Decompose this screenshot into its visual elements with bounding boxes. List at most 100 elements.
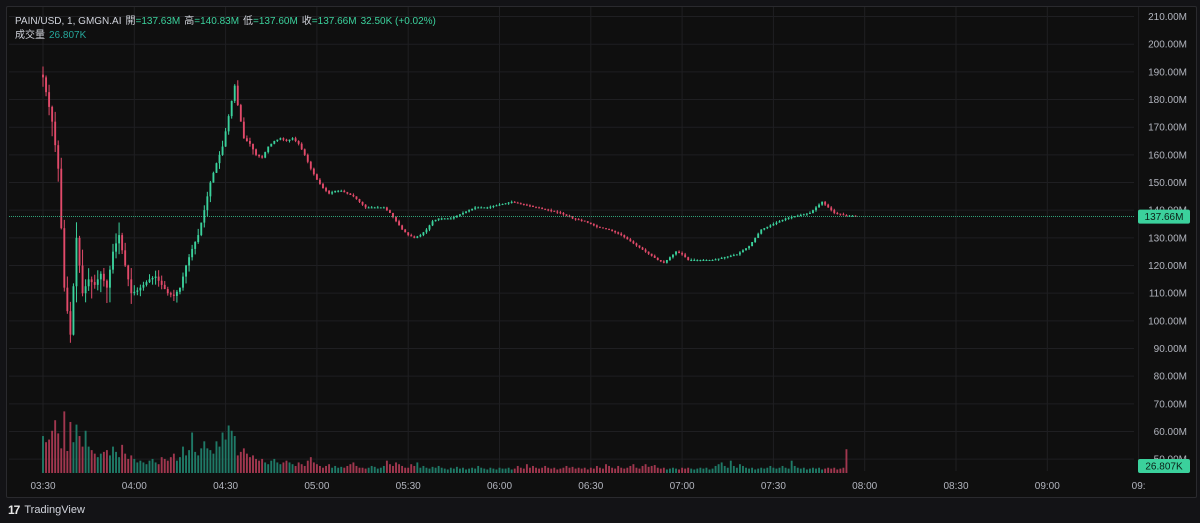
candle-body <box>242 121 245 139</box>
tradingview-brand[interactable]: TradingView <box>24 504 85 516</box>
candle-body <box>96 279 99 285</box>
y-tick-label: 100.00M <box>1148 316 1187 327</box>
volume-bar <box>349 464 352 473</box>
volume-bar <box>608 465 611 473</box>
candle-body <box>623 235 626 238</box>
volume-bar <box>182 446 184 473</box>
volume-bar <box>781 465 784 473</box>
candle-body <box>416 236 419 238</box>
volume-bar <box>294 465 297 473</box>
candle-body <box>787 217 790 219</box>
candle-body <box>157 276 160 281</box>
candle-body <box>42 74 44 78</box>
candle-body <box>124 250 127 266</box>
candle-body <box>419 235 422 237</box>
candle-body <box>580 219 583 221</box>
volume-bar <box>492 468 495 473</box>
tradingview-logo-icon[interactable]: 17 <box>8 503 20 517</box>
candle-body <box>577 219 580 221</box>
volume-bar <box>318 465 321 473</box>
price-axis[interactable]: 210.00M 200.00M 190.00M 180.00M 170.00M 160.0… <box>1148 12 1187 466</box>
volume-bar <box>422 465 425 473</box>
volume-bar <box>63 411 66 473</box>
volume-bar <box>93 453 96 473</box>
volume-bar <box>629 465 632 473</box>
volume-bar <box>766 467 769 473</box>
candle-body <box>650 253 653 256</box>
candle-body <box>224 131 227 147</box>
candle-body <box>282 138 285 140</box>
volume-bar <box>693 469 696 473</box>
candle-body <box>297 141 300 144</box>
candle-body <box>550 210 553 212</box>
candle-body <box>258 154 261 157</box>
candle-body <box>474 207 477 209</box>
volume-bar <box>662 467 665 473</box>
volume-bar <box>586 469 589 473</box>
candle-body <box>644 249 647 252</box>
volume-bar <box>455 466 458 473</box>
candle-body <box>802 214 805 216</box>
volume-bar <box>163 458 166 473</box>
candle-body <box>379 207 382 209</box>
volume-bar <box>687 467 690 473</box>
chart-panel[interactable]: 210.00M 200.00M 190.00M 180.00M 170.00M 160.0… <box>6 6 1197 498</box>
volume-bar <box>197 455 200 473</box>
volume-bar <box>793 465 796 473</box>
candle-body <box>720 257 723 259</box>
candle-body <box>617 232 620 234</box>
volume-bar <box>480 467 483 473</box>
candle-body <box>69 311 72 335</box>
last-price-badge-text: 137.66M <box>1145 212 1184 223</box>
volume-bar <box>623 468 626 473</box>
candle-body <box>614 230 617 233</box>
x-tick-label: 07:00 <box>670 481 695 492</box>
volume-bar <box>118 457 121 473</box>
volume-bar <box>468 468 471 473</box>
candle-body <box>498 204 501 206</box>
volume-bar <box>617 465 620 473</box>
volume-label[interactable]: 成交量 <box>15 30 45 41</box>
y-tick-label: 180.00M <box>1148 95 1187 106</box>
volume-bar <box>626 467 629 473</box>
time-axis[interactable]: 03:30 04:00 04:30 05:00 05:30 06:00 06:30 07:00… <box>30 481 1145 492</box>
candle-body <box>538 207 541 209</box>
volume-bar <box>726 467 729 473</box>
volume-bar <box>458 468 461 473</box>
candle-body <box>620 233 623 236</box>
candle-body <box>812 210 814 213</box>
candle-body <box>209 182 212 197</box>
candle-body <box>303 149 306 155</box>
volume-bar <box>732 465 735 473</box>
volume-bar <box>233 436 236 473</box>
candle-body <box>553 210 556 212</box>
candle-body <box>300 143 303 150</box>
volume-bar <box>522 468 525 473</box>
volume-bar <box>179 457 181 473</box>
candles <box>42 66 857 343</box>
candle-body <box>334 190 337 193</box>
volume-bar <box>282 462 285 473</box>
candle-body <box>492 206 495 208</box>
volume-bar <box>285 460 288 473</box>
volume-bar <box>434 467 437 473</box>
volume-bar <box>602 468 604 473</box>
volume-bar <box>255 458 257 473</box>
volume-bar <box>239 451 242 473</box>
price-chart[interactable]: 210.00M 200.00M 190.00M 180.00M 170.00M 160.0… <box>7 7 1196 497</box>
candle-body <box>99 273 102 280</box>
volume-bar <box>535 467 537 473</box>
volume-bar <box>449 467 452 473</box>
candle-body <box>169 293 172 295</box>
volume-bar <box>273 458 276 473</box>
candle-body <box>346 192 349 194</box>
volume-bar <box>681 467 684 473</box>
symbol-label[interactable]: PAIN/USD, 1, GMGN.AI <box>15 16 122 27</box>
candle-body <box>815 207 817 211</box>
volume-bar <box>659 468 662 473</box>
x-tick-label: 08:00 <box>852 481 877 492</box>
volume-bar <box>836 469 839 473</box>
candle-body <box>72 286 75 335</box>
candle-body <box>349 193 352 195</box>
footer: 17 TradingView <box>8 501 85 519</box>
